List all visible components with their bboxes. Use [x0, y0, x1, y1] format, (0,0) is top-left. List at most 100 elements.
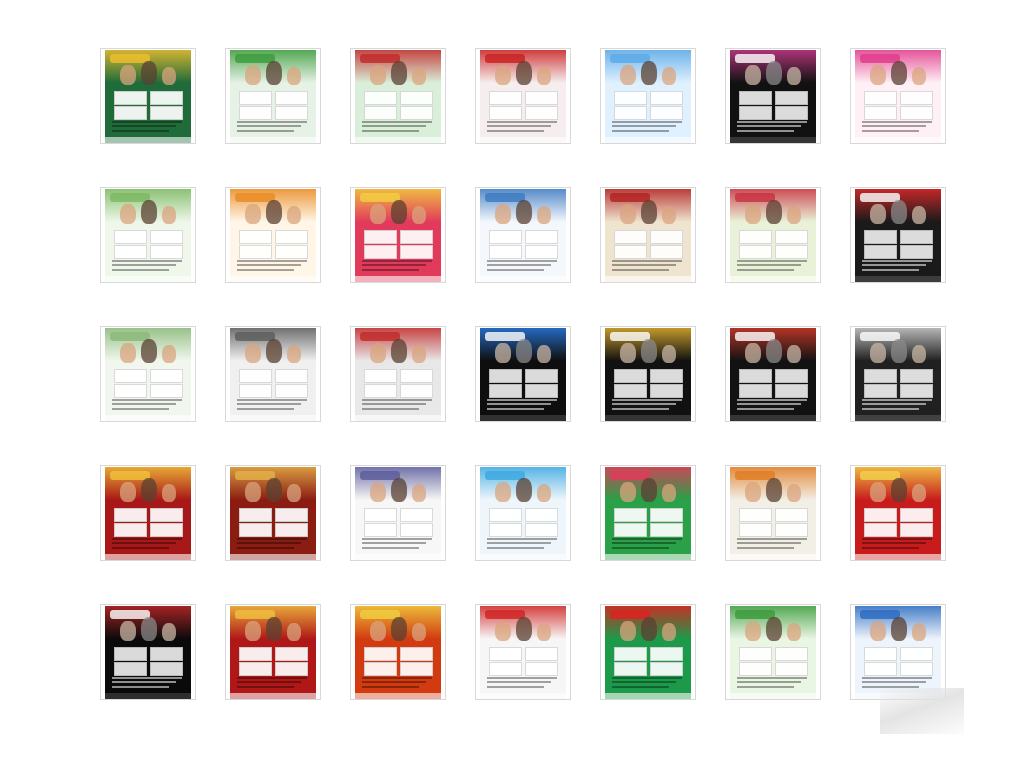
poster-footer	[105, 276, 191, 282]
poster-image	[730, 50, 816, 143]
poster-text-line	[736, 681, 801, 684]
poster-info-panel	[274, 383, 308, 398]
poster-info-panel	[863, 105, 897, 120]
thumbnail-sky-sale[interactable]	[475, 465, 571, 561]
poster-text-line	[486, 546, 544, 549]
thumbnail-blue-cast[interactable]	[850, 604, 946, 700]
poster-image	[105, 328, 191, 421]
poster-info-panel	[488, 368, 522, 383]
corner-reflection	[880, 688, 964, 734]
thumbnail-brown-red[interactable]	[225, 465, 321, 561]
thumbnail-red-diamond[interactable]	[225, 604, 321, 700]
poster-info-panel	[649, 661, 683, 676]
poster-image	[480, 189, 566, 282]
poster-figure	[120, 620, 136, 642]
poster-title-block	[735, 470, 775, 481]
poster-text-line	[736, 546, 794, 549]
thumbnail-green-stripes[interactable]	[600, 604, 696, 700]
poster-footer	[480, 693, 566, 699]
thumbnail-tan-group[interactable]	[600, 187, 696, 283]
thumbnail-colorful-collage[interactable]	[100, 48, 196, 144]
thumbnail-pink-title[interactable]	[850, 48, 946, 144]
poster-text-line	[111, 676, 183, 679]
thumbnail-grey-cast[interactable]	[225, 326, 321, 422]
thumbnail-pale-green[interactable]	[100, 326, 196, 422]
thumbnail-heart-wedding[interactable]	[725, 187, 821, 283]
poster-info-panel	[613, 229, 647, 244]
poster-figure	[641, 61, 657, 86]
thumbnail-family-orange[interactable]	[225, 187, 321, 283]
poster-figure	[891, 61, 907, 86]
poster-title-block	[610, 331, 650, 342]
poster-figure	[620, 620, 636, 642]
poster-text-line	[361, 125, 426, 128]
thumbnail-black-gold[interactable]	[600, 326, 696, 422]
poster-info-panel	[399, 105, 433, 120]
thumbnail-green-sky[interactable]	[725, 604, 821, 700]
thumbnail-grey-banner[interactable]	[350, 326, 446, 422]
poster-image	[855, 606, 941, 699]
poster-title-block	[860, 192, 900, 203]
poster-text-line	[861, 398, 933, 401]
thumbnail-green-garden[interactable]	[100, 187, 196, 283]
thumbnail-white-red-title[interactable]	[475, 604, 571, 700]
thumbnail-apple-portrait[interactable]	[475, 48, 571, 144]
poster-figure	[120, 203, 136, 225]
thumbnail-dark-red-logo[interactable]	[850, 187, 946, 283]
poster-figure	[370, 64, 386, 86]
thumbnail-green-promo[interactable]	[225, 48, 321, 144]
thumbnail-light-blue[interactable]	[600, 48, 696, 144]
poster-text-line	[111, 259, 183, 262]
thumbnail-red-gold[interactable]	[100, 465, 196, 561]
thumbnail-white-portrait[interactable]	[350, 465, 446, 561]
thumbnail-red-orange[interactable]	[350, 604, 446, 700]
poster-figure	[495, 481, 511, 503]
poster-text-line	[361, 681, 426, 684]
poster-footer	[355, 137, 441, 143]
poster-figure	[516, 200, 532, 225]
thumbnail-collage-food[interactable]	[725, 465, 821, 561]
poster-text-line	[111, 407, 169, 410]
poster-text-line	[361, 403, 426, 406]
poster-text-line	[236, 537, 308, 540]
poster-info-panel	[649, 507, 683, 522]
poster-footer	[230, 415, 316, 421]
poster-info-panel	[738, 105, 772, 120]
thumbnail-red-circles[interactable]	[850, 465, 946, 561]
poster-image	[730, 328, 816, 421]
poster-footer	[105, 693, 191, 699]
poster-info-panel	[488, 244, 522, 259]
poster-info-panel	[399, 661, 433, 676]
poster-figure	[911, 483, 926, 503]
thumbnail-blue-clean[interactable]	[475, 187, 571, 283]
poster-info-panel	[363, 383, 397, 398]
poster-info-panel	[899, 244, 933, 259]
poster-info-panel	[899, 383, 933, 398]
poster-info-panel	[524, 383, 558, 398]
poster-text-line	[361, 676, 433, 679]
poster-info-panel	[363, 661, 397, 676]
thumbnail-black-split[interactable]	[100, 604, 196, 700]
thumbnail-green-car[interactable]	[600, 465, 696, 561]
thumbnail-black-3[interactable]	[475, 326, 571, 422]
poster-text-line	[861, 403, 926, 406]
poster-figure	[245, 203, 261, 225]
poster-text-line	[236, 259, 308, 262]
poster-info-panel	[524, 368, 558, 383]
poster-figure	[245, 481, 261, 503]
poster-figure	[161, 622, 176, 642]
poster-image	[355, 606, 441, 699]
poster-footer	[105, 554, 191, 560]
poster-info-panel	[613, 522, 647, 537]
thumbnail-dark-stage[interactable]	[725, 48, 821, 144]
thumbnail-red-festival[interactable]	[350, 187, 446, 283]
poster-title-block	[360, 192, 400, 203]
thumbnail-black-sparkle[interactable]	[725, 326, 821, 422]
poster-text-line	[861, 268, 919, 271]
thumbnail-green-collage[interactable]	[350, 48, 446, 144]
thumbnail-black-silver[interactable]	[850, 326, 946, 422]
poster-text-line	[486, 259, 558, 262]
poster-figure	[891, 478, 907, 503]
poster-info-panel	[774, 661, 808, 676]
